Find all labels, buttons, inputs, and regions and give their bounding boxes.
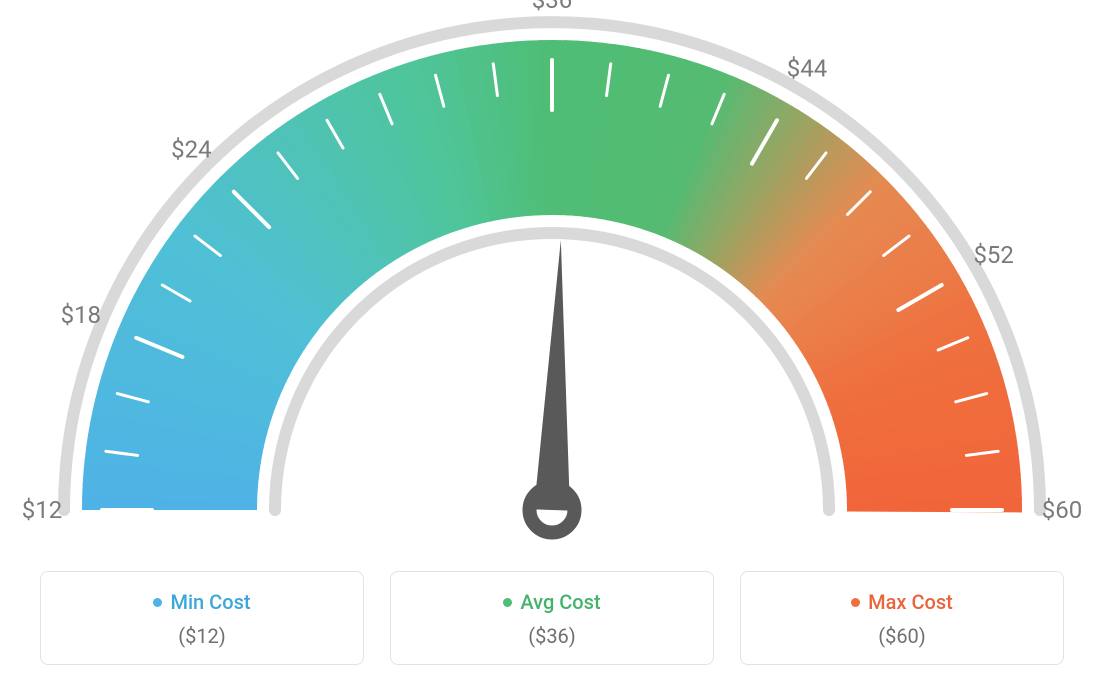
gauge-needle bbox=[534, 240, 570, 510]
legend-title-min: Min Cost bbox=[153, 590, 250, 614]
gauge-tick-label: $44 bbox=[787, 54, 827, 82]
legend-value-min: ($12) bbox=[53, 624, 351, 648]
gauge-tick-label: $18 bbox=[61, 301, 101, 329]
gauge-chart: $12 $18 $24 $36 $44 $52 $60 bbox=[0, 0, 1104, 560]
legend-title-max: Max Cost bbox=[851, 590, 953, 614]
gauge-tick-label: $36 bbox=[532, 0, 572, 14]
legend-value-avg: ($36) bbox=[403, 624, 701, 648]
legend-card-min: Min Cost ($12) bbox=[40, 571, 364, 665]
gauge-needle-hub bbox=[530, 488, 575, 533]
legend-card-avg: Avg Cost ($36) bbox=[390, 571, 714, 665]
legend-title-text: Avg Cost bbox=[520, 590, 600, 614]
gauge-tick-label: $52 bbox=[973, 241, 1013, 269]
legend-row: Min Cost ($12) Avg Cost ($36) Max Cost ($60) bbox=[40, 571, 1064, 665]
legend-title-avg: Avg Cost bbox=[503, 590, 600, 614]
legend-title-text: Min Cost bbox=[170, 590, 250, 614]
legend-title-text: Max Cost bbox=[868, 590, 953, 614]
gauge-tick-label: $60 bbox=[1042, 496, 1082, 524]
legend-card-max: Max Cost ($60) bbox=[740, 571, 1064, 665]
legend-dot-min bbox=[153, 598, 162, 607]
legend-dot-max bbox=[851, 598, 860, 607]
legend-value-max: ($60) bbox=[753, 624, 1051, 648]
gauge-tick-label: $12 bbox=[22, 496, 62, 524]
gauge-tick-label: $24 bbox=[171, 135, 211, 163]
gauge-svg: $12 $18 $24 $36 $44 $52 $60 bbox=[0, 0, 1104, 560]
legend-dot-avg bbox=[503, 598, 512, 607]
